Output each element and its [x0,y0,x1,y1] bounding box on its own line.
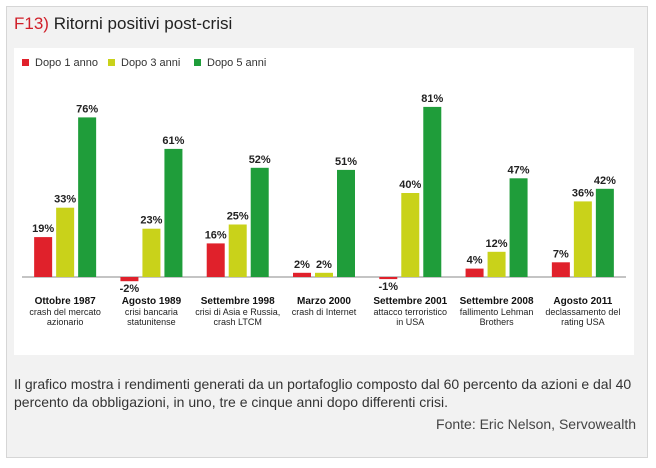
category-sublabel-7-2: rating USA [561,317,605,327]
legend-swatch-2 [108,59,115,66]
data-label-s1-c1: 19% [32,223,54,235]
bar-s3-c5 [423,106,442,278]
bar-chart: Dopo 1 anno Dopo 3 anni Dopo 5 anni 19% 33% 7… [22,57,626,327]
category-label-7: Agosto 2011 [553,296,612,307]
data-label-s2-c5: 40% [399,179,421,191]
category-sublabel-7-1: declassamento del [545,307,620,317]
data-label-s3-c7: 42% [594,175,616,187]
category-label-3: Settembre 1998 [201,296,275,307]
data-label-s3-c4: 51% [335,156,357,168]
figure-title: F13) Ritorni positivi post-crisi [14,14,232,34]
data-label-s3-c1: 76% [76,103,98,115]
figure-caption: Il grafico mostra i rendimenti generati … [14,376,632,410]
bar-s2-c3 [228,224,247,277]
legend-label-3: Dopo 5 anni [207,57,266,69]
bar-s1-c2 [120,277,139,282]
bar-s2-c7 [573,201,592,277]
bar-s3-c4 [337,169,355,277]
data-label-s1-c5: -1% [379,281,399,293]
bar-s2-c5 [401,193,420,277]
bar-s1-c1 [34,237,53,277]
figure-title-text: Ritorni positivi post-crisi [53,14,233,33]
category-sublabel-5-1: attacco terroristico [374,307,448,317]
category-sublabel-6-1: fallimento Lehman [460,307,534,317]
bar-s3-c7 [595,188,614,277]
data-label-s3-c3: 52% [249,154,271,166]
category-label-4: Marzo 2000 [297,296,351,307]
category-label-1: Ottobre 1987 [35,296,97,307]
legend-swatch-3 [194,59,201,66]
category-label-5: Settembre 2001 [373,296,447,307]
data-label-s1-c7: 7% [553,248,569,260]
chart-panel: Dopo 1 anno Dopo 3 anni Dopo 5 anni 19% 33% 7… [14,48,634,355]
bar-s1-c4 [293,272,311,277]
data-label-s2-c1: 33% [54,194,76,206]
legend-swatch-1 [22,59,29,66]
category-label-2: Agosto 1989 [122,296,182,307]
category-sublabel-5-2: in USA [396,317,424,327]
category-sublabel-3-2: crash LTCM [214,317,262,327]
category-sublabel-3-1: crisi di Asia e Russia, [195,307,280,317]
bar-s2-c6 [487,251,506,277]
bar-s1-c3 [206,243,225,277]
data-label-s3-c6: 47% [508,164,530,176]
bar-s1-c7 [551,262,570,277]
data-label-s3-c5: 81% [421,93,443,105]
figure-code: F13) [14,14,49,33]
bar-s1-c6 [465,268,484,277]
data-label-s2-c2: 23% [140,215,162,227]
category-sublabel-1-1: crash del mercato [29,307,101,317]
data-label-s1-c2: -2% [120,283,140,295]
category-sublabel-6-2: Brothers [480,317,515,327]
bar-s3-c1 [78,117,97,278]
data-label-s2-c3: 25% [227,211,249,223]
bar-s3-c3 [250,167,269,277]
data-label-s2-c7: 36% [572,187,594,199]
figure-source: Fonte: Eric Nelson, Servowealth [436,416,636,432]
legend-label-1: Dopo 1 anno [35,57,98,69]
category-label-6: Settembre 2008 [460,296,534,307]
bar-s1-c5 [379,277,398,280]
data-label-s1-c3: 16% [205,229,227,241]
data-label-s1-c6: 4% [467,255,483,267]
legend-label-2: Dopo 3 anni [121,57,180,69]
data-label-s2-c6: 12% [486,238,508,250]
category-sublabel-2-1: crisi bancaria [125,307,178,317]
bar-s3-c6 [509,178,528,277]
category-sublabel-1-2: azionario [47,317,84,327]
bar-s2-c2 [142,228,161,277]
bar-s2-c1 [56,207,75,277]
category-sublabel-4-1: crash di Internet [292,307,357,317]
category-sublabel-2-2: statunitense [127,317,176,327]
bar-s3-c2 [164,148,183,277]
data-label-s3-c2: 61% [162,135,184,147]
data-label-s1-c4: 2% [294,259,310,271]
data-label-s2-c4: 2% [316,259,332,271]
bar-s2-c4 [315,272,333,277]
